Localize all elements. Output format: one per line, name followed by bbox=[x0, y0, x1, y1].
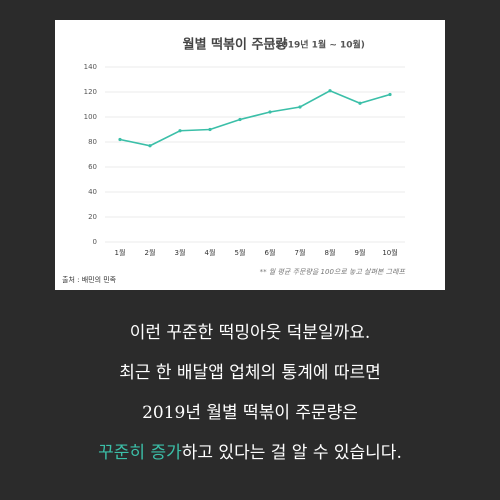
note: ** 월 평균 주문량을 100으로 놓고 살펴본 그래프 bbox=[260, 268, 406, 276]
x-tick-label: 10월 bbox=[382, 248, 397, 257]
x-tick-label: 2월 bbox=[145, 248, 156, 257]
caption-text: 하고 있다는 걸 알 수 있습니다. bbox=[181, 443, 402, 463]
x-tick-label: 4월 bbox=[205, 248, 216, 257]
x-tick-label: 3월 bbox=[175, 248, 186, 257]
chart: 월별 떡볶이 주문량 (2019년 1월 ~ 10월) 출처 : 배민의 민족 … bbox=[55, 20, 445, 290]
caption-line: 이런 꾸준한 떡밍아웃 덕분일까요. bbox=[129, 323, 371, 343]
y-tick-label: 40 bbox=[88, 188, 97, 196]
x-tick-label: 6월 bbox=[265, 248, 276, 257]
data-line bbox=[119, 89, 391, 147]
chart-panel bbox=[55, 20, 445, 290]
source: 출처 : 배민의 민족 bbox=[62, 275, 117, 284]
data-point bbox=[208, 127, 212, 132]
x-tick-label: 1월 bbox=[115, 248, 126, 257]
data-point bbox=[238, 117, 242, 122]
data-point bbox=[148, 144, 152, 148]
x-tick-label: 8월 bbox=[325, 248, 336, 257]
data-point bbox=[118, 137, 122, 142]
data-point bbox=[388, 92, 392, 97]
x-tick-label: 9월 bbox=[355, 248, 366, 257]
chart-title: 월별 떡볶이 주문량 bbox=[183, 37, 288, 53]
data-point bbox=[328, 89, 332, 93]
data-point bbox=[268, 110, 272, 114]
data-point bbox=[178, 129, 182, 133]
caption-line: 최근 한 배달앱 업체의 통계에 따르면 bbox=[119, 363, 381, 383]
caption-line: 꾸준히 증가하고 있다는 걸 알 수 있습니다. bbox=[0, 438, 500, 463]
y-tick-label: 20 bbox=[88, 213, 97, 221]
caption-highlight: 꾸준히 증가 bbox=[98, 443, 182, 463]
data-point bbox=[358, 101, 362, 105]
y-tick-label: 140 bbox=[84, 63, 97, 71]
x-tick-label: 5월 bbox=[235, 248, 246, 257]
y-tick-label: 100 bbox=[84, 113, 97, 121]
caption-line: 2019년 월별 떡볶이 주문량은 bbox=[142, 403, 358, 423]
data-point bbox=[298, 105, 302, 109]
x-tick-label: 7월 bbox=[295, 248, 306, 257]
y-tick-label: 120 bbox=[84, 88, 97, 96]
y-tick-label: 0 bbox=[93, 238, 97, 246]
y-tick-label: 60 bbox=[88, 163, 97, 171]
y-tick-label: 80 bbox=[88, 138, 97, 146]
chart-subtitle: (2019년 1월 ~ 10월) bbox=[271, 39, 365, 51]
